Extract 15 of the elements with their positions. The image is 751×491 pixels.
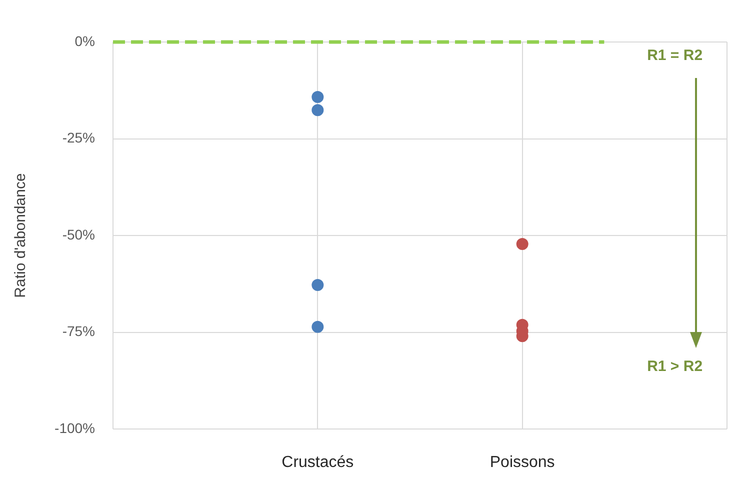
point	[312, 90, 324, 103]
y-tick-label: -100%	[54, 420, 95, 436]
annotation: R1 = R2	[647, 47, 703, 64]
annotation: R1 > R2	[647, 358, 703, 375]
x-tick-label: Crustacés	[282, 454, 354, 472]
point	[312, 320, 324, 333]
y-tick-label: -75%	[62, 323, 95, 340]
point	[312, 104, 324, 116]
point	[312, 279, 324, 292]
y-tick-label: -50%	[62, 226, 95, 242]
point	[516, 238, 528, 250]
x-tick-label: Poissons	[490, 454, 555, 472]
y-axis-title: Ratio d'abondance	[12, 173, 30, 298]
y-tick-label: -25%	[62, 130, 95, 146]
y-tick-label: 0%	[74, 32, 95, 49]
